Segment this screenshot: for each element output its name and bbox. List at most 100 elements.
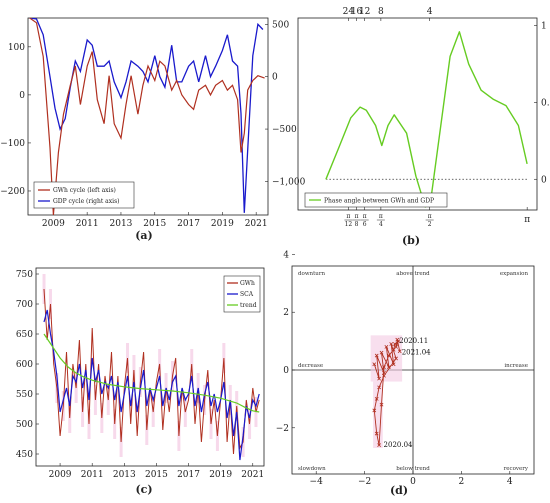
panel-d-quadrant-label: downturn (298, 271, 325, 277)
panel-a: 2009 2011 2013 2015 2017 2019 2021 100 0 −100 −200… (0, 17, 306, 242)
panel-c-y-tick-label: 650 (16, 330, 33, 340)
panel-a-y-right-tick-label: −500 (272, 125, 297, 135)
panel-b-bottom-tick-label: π (524, 215, 530, 225)
panel-d-x-tick-label: 0 (410, 477, 416, 487)
panel-c-y-tick-label: 550 (16, 390, 33, 400)
panel-c-legend-label: trend (240, 302, 257, 309)
panel-b-bottom-tick-denominator: 8 (355, 221, 359, 228)
panel-b-legend-label: Phase angle between GWh and GDP (324, 198, 434, 205)
panel-d-point (389, 342, 394, 346)
panel-d-quadrant-label: expansion (500, 271, 529, 277)
panel-c-y-tick-label: 750 (16, 270, 33, 280)
panel-d-point (395, 337, 400, 342)
panel-d-point (374, 431, 379, 436)
panel-a-x-tick-label: 2021 (245, 219, 268, 229)
panel-a-y-left-tick-label: 100 (8, 43, 25, 53)
panel-d-point (374, 397, 379, 401)
panel-b-top-tick-label: 8 (378, 7, 384, 17)
panel-c-y-tick-label: 600 (16, 360, 33, 370)
panel-d-point (379, 402, 384, 407)
panel-d-point (386, 353, 391, 358)
panel-b-y-tick-label: 0.5 (541, 98, 550, 108)
panel-b-legend-box (304, 192, 448, 208)
panel-a-y-right-tick-label: 500 (272, 20, 289, 30)
panel-a-y-left-tick-label: 0 (19, 91, 25, 101)
panel-a-x-tick-label: 2015 (143, 219, 166, 229)
panel-d-x-tick-label: −2 (358, 477, 371, 487)
panel-c-x-tick-label: 2017 (177, 470, 200, 480)
panel-c-series-trend-line (43, 333, 260, 413)
panel-a-y-left-tick-label: −200 (0, 187, 25, 197)
panel-d-point (374, 353, 379, 358)
panel-b-y-tick-label: 1 (541, 22, 547, 32)
panel-a-legend-box (33, 181, 135, 209)
panel-d-y-tick-label: −2 (276, 424, 289, 434)
panel-d-x-tick-label: 2 (459, 477, 465, 487)
panel-d-point (386, 365, 391, 369)
panel-c-y-tick-label: 700 (16, 300, 33, 310)
panel-a-x-tick-label: 2011 (76, 219, 99, 229)
panel-c-legend-label: GWh (240, 280, 255, 287)
panel-c-plot-area: 2009 2011 2013 2015 2017 2019 2021 750 700 650 600… (16, 267, 265, 480)
panel-d-point (377, 385, 382, 390)
panel-b-bottom-tick-numerator: π (355, 213, 359, 220)
panel-d-x-tick-label: 4 (507, 477, 513, 487)
panel-c-x-tick-label: 2011 (81, 470, 104, 480)
panel-a-frame (27, 17, 269, 216)
panel-d-quadrant-label: above trend (396, 271, 430, 277)
panel-d-point (382, 365, 386, 369)
panel-d: −4 −2 0 2 4 4 2 0 −2 downturn above trend expansion… (276, 250, 535, 497)
panel-c-x-tick-label: 2009 (49, 470, 72, 480)
panel-a-x-tick-label: 2009 (42, 219, 65, 229)
panel-b-y-tick-label: 0 (541, 175, 547, 185)
panel-a-y-right-tick-label: −1,000 (272, 177, 306, 187)
panel-d-point (384, 345, 389, 349)
panel-d-point (372, 408, 377, 413)
panel-d-y-tick-label: 4 (283, 250, 289, 260)
panel-a-legend-label: GDP cycle (right axis) (53, 198, 120, 205)
panel-d-point (394, 356, 398, 361)
panel-b-bottom-tick-denominator: 12 (345, 221, 353, 228)
panel-c-frame (35, 267, 265, 467)
panel-b-frame (297, 17, 538, 211)
panel-b-bottom-tick-denominator: 4 (379, 221, 383, 228)
panel-c-y-tick-label: 500 (16, 420, 33, 430)
panel-d-point (394, 345, 398, 349)
panel-d-annotation: 2020.04 (384, 441, 413, 449)
panel-a-legend-label: GWh cycle (left axis) (53, 187, 116, 194)
panel-d-point (377, 443, 382, 447)
panel-d-shading-band (373, 381, 383, 448)
panel-d-quadrant-label: increase (504, 363, 528, 369)
panel-d-x-tick-label: −4 (310, 477, 324, 487)
panel-b-bottom-tick-numerator: π (379, 213, 383, 220)
panel-d-label: (d) (390, 484, 408, 497)
panel-a-series-gwh-line (29, 18, 265, 215)
panel-d-point (382, 373, 386, 378)
panel-d-y-tick-label: 0 (283, 366, 289, 376)
panel-d-point (397, 349, 402, 354)
panel-d-point (377, 376, 382, 381)
panel-d-quadrant-label: slowdown (298, 466, 326, 472)
panel-b-bottom-tick-numerator: π (363, 213, 367, 220)
panel-a-y-left-tick-label: −100 (0, 139, 25, 149)
panel-a-y-right-tick-label: 0 (272, 73, 278, 83)
panel-c-series-gwh-line (43, 288, 260, 455)
panel-b-top-tick-label: 12 (359, 7, 370, 17)
panel-a-x-tick-label: 2013 (110, 219, 133, 229)
panel-b-top-tick-label: 4 (427, 7, 433, 17)
panel-b-bottom-tick-denominator: 2 (428, 221, 432, 228)
panel-d-quadrant-label: below trend (396, 466, 430, 472)
panel-b-label: (b) (402, 234, 420, 247)
panel-a-x-tick-label: 2019 (211, 219, 234, 229)
panel-b-bottom-tick-denominator: 6 (363, 221, 367, 228)
panel-c: 2009 2011 2013 2015 2017 2019 2021 750 700 650 600… (16, 267, 265, 496)
panel-d-point (391, 362, 396, 367)
panel-c-x-tick-label: 2019 (209, 470, 232, 480)
panel-b-bottom-tick-numerator: π (346, 213, 350, 220)
panel-a-label: (a) (135, 229, 153, 242)
panel-c-series-sca-line (43, 309, 260, 461)
panel-d-point (392, 342, 397, 346)
